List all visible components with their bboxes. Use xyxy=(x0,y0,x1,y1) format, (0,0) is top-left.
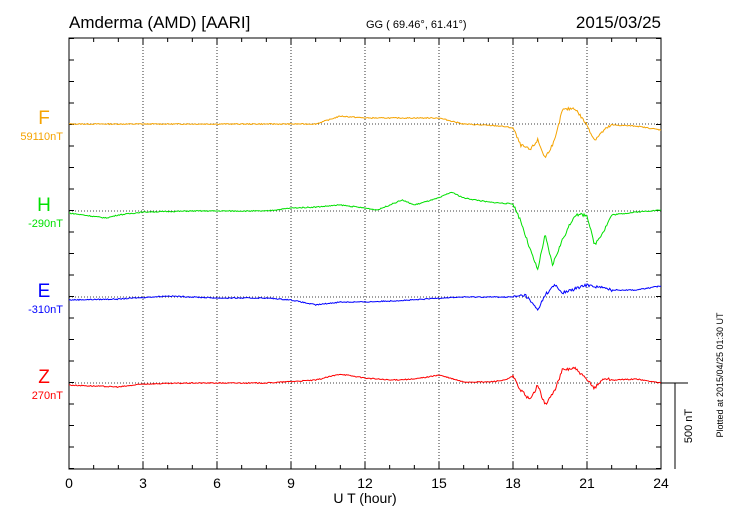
x-tick-label: 18 xyxy=(505,475,521,491)
x-tick-label: 0 xyxy=(65,475,73,491)
plotted-at: Plotted at 2015/04/25 01:30 UT xyxy=(715,312,725,438)
x-tick-label: 15 xyxy=(431,475,447,491)
component-label-H: H xyxy=(37,195,51,216)
x-axis-label: U T (hour) xyxy=(333,490,396,506)
trace-H xyxy=(69,191,662,271)
trace-F xyxy=(68,106,662,159)
x-tick-label: 9 xyxy=(287,475,295,491)
component-label-F: F xyxy=(38,108,50,129)
baseline-value-H: -290nT xyxy=(28,218,63,230)
x-tick-label: 3 xyxy=(139,475,147,491)
station-title: Amderma (AMD) [AARI] xyxy=(69,13,250,32)
x-tick-label: 12 xyxy=(357,475,373,491)
coordinates: GG ( 69.46°, 61.41°) xyxy=(366,19,467,31)
x-tick-label: 6 xyxy=(213,475,221,491)
x-tick-label: 24 xyxy=(653,475,669,491)
trace-Z xyxy=(68,366,662,405)
trace-E xyxy=(68,283,662,311)
baseline-value-Z: 270nT xyxy=(32,390,63,402)
baseline-value-E: -310nT xyxy=(28,304,63,316)
date: 2015/03/25 xyxy=(576,13,661,32)
baseline-value-F: 59110nT xyxy=(20,131,63,143)
x-tick-label: 21 xyxy=(579,475,595,491)
scale-label: 500 nT xyxy=(683,409,695,444)
component-label-Z: Z xyxy=(38,367,50,388)
component-label-E: E xyxy=(38,281,51,302)
